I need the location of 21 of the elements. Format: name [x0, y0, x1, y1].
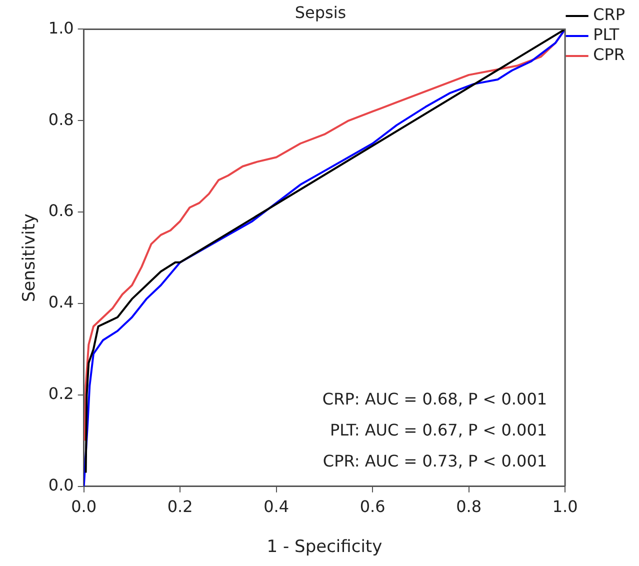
legend-label: CRP — [593, 5, 626, 24]
x-tick-label: 0.2 — [167, 497, 193, 516]
legend-label: CPR — [593, 45, 625, 64]
y-tick-label: 0.2 — [48, 384, 74, 404]
x-axis-title: 1 - Specificity — [266, 537, 382, 558]
x-tick-label: 0.0 — [71, 497, 97, 516]
y-tick-label: 0.4 — [48, 292, 74, 312]
annotation: PLT: AUC = 0.67, P < 0.001 — [330, 420, 548, 440]
x-tick-label: 0.4 — [264, 497, 290, 516]
y-tick-label: 0.0 — [48, 476, 74, 495]
annotation: CPR: AUC = 0.73, P < 0.001 — [322, 451, 548, 470]
x-tick-label: 0.8 — [456, 497, 482, 516]
y-tick-label: 1.0 — [48, 18, 74, 38]
chart-title: Sepsis — [294, 2, 346, 22]
y-tick-label: 0.6 — [48, 201, 74, 220]
x-tick-label: 1.0 — [552, 497, 578, 516]
y-axis-title: Sensitivity — [20, 214, 40, 302]
x-tick-label: 0.6 — [360, 497, 386, 516]
annotation: CRP: AUC = 0.68, P < 0.001 — [322, 389, 548, 408]
legend-label: PLT — [593, 25, 620, 44]
y-tick-label: 0.8 — [48, 110, 74, 129]
